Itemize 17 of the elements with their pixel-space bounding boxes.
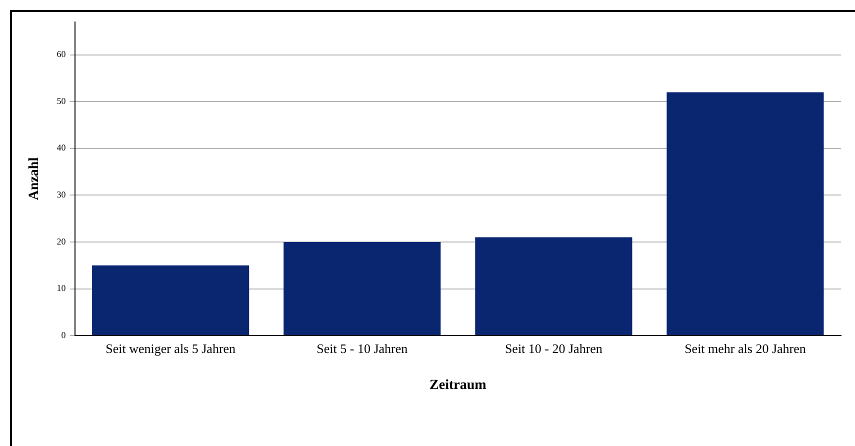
- x-tick-label: Seit mehr als 20 Jahren: [684, 340, 806, 356]
- bar: [666, 92, 824, 336]
- y-tick-label: 60: [56, 49, 66, 60]
- y-tick-label: 10: [56, 283, 66, 294]
- y-tick-label: 0: [61, 330, 66, 340]
- y-tick-label: 30: [56, 190, 66, 200]
- y-tick-label: 40: [56, 142, 66, 153]
- x-tick-label: Seit weniger als 5 Jahren: [106, 340, 236, 356]
- x-tick-label: Seit 10 - 20 Jahren: [504, 340, 603, 356]
- y-tick-label: 50: [56, 96, 66, 106]
- bar: [475, 237, 632, 336]
- y-tick-label: 20: [56, 236, 66, 246]
- bar: [92, 265, 250, 336]
- x-tick-label: Seit 5 - 10 Jahren: [316, 340, 408, 356]
- x-axis-title: Zeitraum: [430, 378, 487, 394]
- bar: [284, 242, 441, 336]
- y-axis-title: Anzahl: [27, 157, 42, 200]
